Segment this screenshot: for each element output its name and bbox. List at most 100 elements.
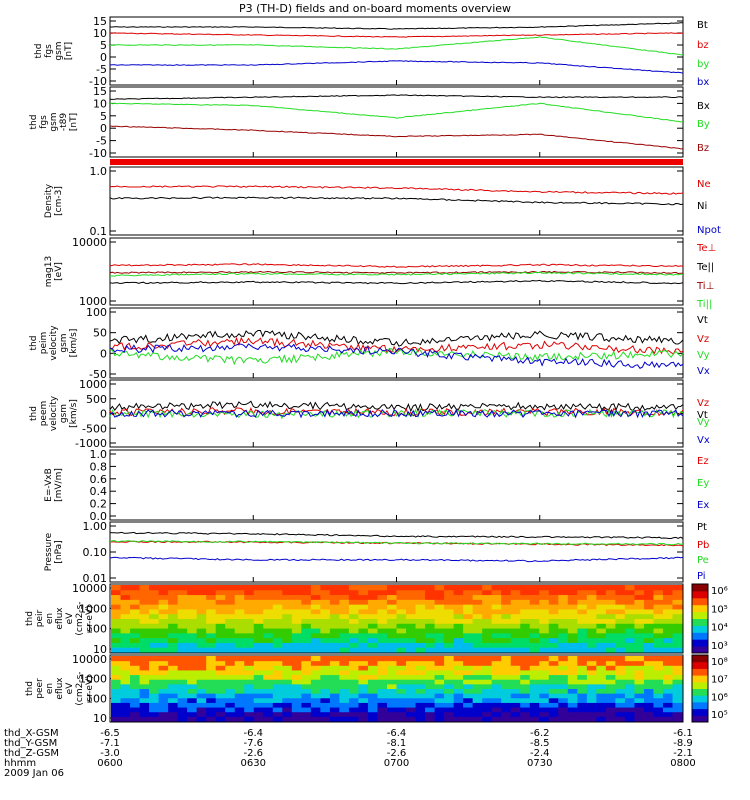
heatmap-cell-peer_eflux: [111, 679, 122, 685]
heatmap-cell-peir_eflux: [253, 599, 264, 605]
heatmap-cell-peer_eflux: [168, 707, 179, 713]
heatmap-cell-peir_eflux: [120, 604, 131, 610]
ytick-label-efield-5: 0.0: [90, 510, 108, 523]
heatmap-cell-peir_eflux: [444, 647, 455, 653]
heatmap-cell-peer_eflux: [149, 660, 160, 666]
heatmap-cell-peer_eflux: [244, 674, 255, 680]
heatmap-cell-peir_eflux: [206, 647, 217, 653]
ylabel-fgs_gsm_t89-2: gsm: [49, 112, 59, 131]
heatmap-cell-peer_eflux: [472, 702, 483, 708]
heatmap-cell-peir_eflux: [244, 642, 255, 648]
heatmap-cell-peir_eflux: [634, 594, 645, 600]
heatmap-cell-peer_eflux: [491, 693, 502, 699]
heatmap-cell-peir_eflux: [377, 599, 388, 605]
heatmap-cell-peir_eflux: [662, 618, 673, 624]
heatmap-cell-peer_eflux: [406, 660, 417, 666]
xaxis-row-1-val-4: -8.9: [673, 738, 693, 749]
heatmap-cell-peer_eflux: [234, 693, 245, 699]
heatmap-cell-peir_eflux: [358, 623, 369, 629]
heatmap-cell-peir_eflux: [586, 608, 597, 615]
heatmap-cell-peer_eflux: [396, 711, 407, 717]
heatmap-cell-peer_eflux: [139, 693, 150, 699]
heatmap-cell-peir_eflux: [386, 628, 397, 634]
heatmap-cell-peir_eflux: [158, 618, 169, 624]
heatmap-cell-peir_eflux: [586, 585, 597, 591]
heatmap-cell-peer_eflux: [367, 683, 378, 689]
heatmap-cell-peer_eflux: [367, 674, 378, 680]
heatmap-cell-peer_eflux: [539, 688, 550, 694]
ylabel-density-0: Density: [44, 183, 54, 218]
heatmap-cell-peir_eflux: [406, 604, 417, 610]
heatmap-cell-peer_eflux: [120, 665, 131, 671]
colorbar-seg-peir_eflux: [692, 611, 708, 619]
heatmap-cell-peir_eflux: [377, 585, 388, 591]
heatmap-cell-peir_eflux: [567, 637, 578, 643]
heatmap-cell-peer_eflux: [320, 702, 331, 708]
heatmap-cell-peir_eflux: [596, 628, 607, 634]
heatmap-cell-peir_eflux: [501, 604, 512, 610]
heatmap-cell-peer_eflux: [529, 660, 540, 666]
heatmap-cell-peir_eflux: [272, 589, 283, 596]
heatmap-cell-peir_eflux: [444, 632, 455, 639]
ytick-label-fgs_gsm-4: -5: [96, 63, 107, 76]
heatmap-cell-peir_eflux: [386, 623, 397, 629]
heatmap-cell-peir_eflux: [586, 594, 597, 600]
legend-fgs_gsm_t89-1: By: [697, 119, 710, 130]
heatmap-cell-peir_eflux: [615, 632, 626, 639]
heatmap-cell-peer_eflux: [586, 688, 597, 694]
heatmap-cell-peir_eflux: [149, 608, 160, 615]
heatmap-cell-peir_eflux: [415, 589, 426, 596]
heatmap-cell-peir_eflux: [386, 613, 397, 619]
heatmap-cell-peir_eflux: [615, 594, 626, 600]
heatmap-cell-peir_eflux: [444, 628, 455, 634]
heatmap-cell-peer_eflux: [272, 711, 283, 717]
heatmap-cell-peir_eflux: [348, 599, 359, 605]
heatmap-cell-peer_eflux: [520, 665, 531, 671]
heatmap-cell-peir_eflux: [501, 613, 512, 619]
heatmap-cell-peer_eflux: [158, 683, 169, 689]
heatmap-cell-peer_eflux: [225, 711, 236, 717]
heatmap-cell-peir_eflux: [348, 608, 359, 615]
heatmap-cell-peir_eflux: [339, 613, 350, 619]
heatmap-cell-peir_eflux: [386, 589, 397, 596]
heatmap-cell-peer_eflux: [149, 669, 160, 676]
heatmap-cell-peir_eflux: [187, 585, 198, 591]
heatmap-cell-peer_eflux: [596, 688, 607, 694]
heatmap-cell-peer_eflux: [120, 711, 131, 717]
heatmap-cell-peer_eflux: [567, 716, 578, 722]
heatmap-cell-peer_eflux: [425, 683, 436, 689]
heatmap-cell-peer_eflux: [501, 716, 512, 722]
heatmap-cell-peer_eflux: [244, 697, 255, 703]
heatmap-cell-peer_eflux: [529, 669, 540, 676]
heatmap-cell-peir_eflux: [301, 608, 312, 615]
colorbar-seg-peir_eflux: [692, 646, 708, 654]
heatmap-cell-peer_eflux: [539, 679, 550, 685]
heatmap-cell-peir_eflux: [596, 585, 607, 591]
heatmap-cell-peer_eflux: [463, 683, 474, 689]
heatmap-cell-peir_eflux: [253, 613, 264, 619]
heatmap-cell-peir_eflux: [291, 632, 302, 639]
legend-fgs_gsm-0: Bt: [697, 20, 708, 31]
heatmap-cell-peir_eflux: [244, 647, 255, 653]
heatmap-cell-peer_eflux: [605, 707, 616, 713]
heatmap-cell-peir_eflux: [130, 618, 141, 624]
heatmap-cell-peir_eflux: [348, 637, 359, 643]
heatmap-cell-peir_eflux: [434, 647, 445, 653]
heatmap-cell-peir_eflux: [510, 608, 521, 615]
heatmap-cell-peer_eflux: [586, 669, 597, 676]
heatmap-cell-peer_eflux: [263, 665, 274, 671]
heatmap-cell-peir_eflux: [662, 599, 673, 605]
heatmap-cell-peir_eflux: [234, 613, 245, 619]
heatmap-cell-peer_eflux: [425, 669, 436, 676]
series-peim_velocity-0: [109, 330, 684, 347]
heatmap-cell-peir_eflux: [282, 623, 293, 629]
heatmap-cell-peer_eflux: [149, 707, 160, 713]
heatmap-cell-peer_eflux: [291, 660, 302, 666]
heatmap-cell-peer_eflux: [215, 711, 226, 717]
heatmap-cell-peer_eflux: [301, 697, 312, 703]
heatmap-cell-peir_eflux: [130, 623, 141, 629]
ylabel-pressure-1: [nPa]: [54, 540, 64, 563]
heatmap-cell-peir_eflux: [577, 623, 588, 629]
heatmap-cell-peir_eflux: [263, 604, 274, 610]
heatmap-cell-peir_eflux: [463, 618, 474, 624]
